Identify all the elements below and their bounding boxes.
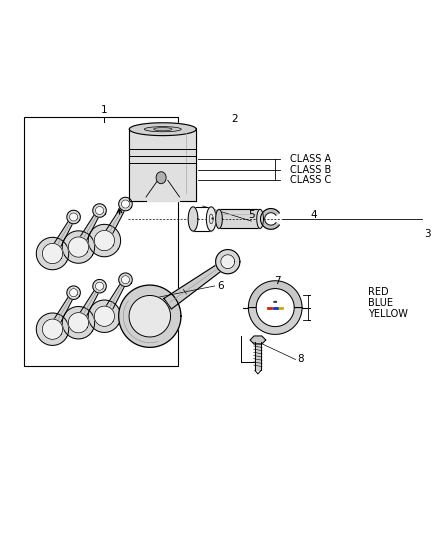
Text: 3: 3	[424, 230, 431, 239]
Polygon shape	[93, 204, 106, 217]
Polygon shape	[119, 197, 132, 211]
Text: CLASS B: CLASS B	[290, 165, 332, 175]
Text: 4: 4	[311, 210, 318, 220]
Polygon shape	[164, 263, 223, 309]
Polygon shape	[68, 312, 88, 333]
Text: 6: 6	[217, 281, 223, 291]
Polygon shape	[255, 342, 261, 370]
Text: 8: 8	[297, 354, 304, 365]
Polygon shape	[42, 244, 63, 264]
Polygon shape	[248, 308, 302, 334]
Ellipse shape	[273, 301, 277, 303]
Polygon shape	[54, 220, 74, 247]
Polygon shape	[248, 281, 302, 308]
Polygon shape	[221, 255, 235, 269]
Ellipse shape	[145, 127, 181, 132]
Polygon shape	[95, 282, 103, 290]
Text: 7: 7	[274, 276, 281, 286]
Polygon shape	[257, 209, 263, 229]
Polygon shape	[54, 295, 74, 322]
Polygon shape	[36, 313, 69, 345]
Polygon shape	[80, 213, 99, 240]
Ellipse shape	[156, 172, 166, 184]
Bar	[25, 117, 178, 366]
Polygon shape	[215, 209, 223, 229]
Polygon shape	[67, 286, 80, 300]
Polygon shape	[119, 273, 132, 286]
Text: CLASS C: CLASS C	[290, 175, 332, 185]
Polygon shape	[42, 319, 63, 340]
Text: CLASS A: CLASS A	[290, 154, 332, 164]
Polygon shape	[106, 282, 126, 310]
Polygon shape	[219, 209, 260, 229]
Polygon shape	[80, 288, 99, 316]
Bar	[129, 129, 196, 200]
Polygon shape	[93, 279, 106, 293]
Text: 1: 1	[101, 105, 108, 115]
Polygon shape	[62, 306, 95, 339]
Polygon shape	[121, 276, 130, 284]
Polygon shape	[188, 207, 198, 231]
Polygon shape	[36, 237, 69, 270]
Polygon shape	[215, 249, 240, 274]
Text: BLUE: BLUE	[368, 298, 393, 308]
Polygon shape	[62, 231, 95, 263]
Polygon shape	[129, 295, 170, 337]
Polygon shape	[94, 306, 114, 326]
Polygon shape	[261, 208, 279, 229]
Polygon shape	[129, 123, 196, 135]
Polygon shape	[106, 206, 126, 234]
Polygon shape	[250, 336, 266, 344]
Polygon shape	[121, 200, 130, 208]
Polygon shape	[119, 285, 181, 348]
Polygon shape	[206, 207, 216, 231]
Polygon shape	[95, 206, 103, 215]
Text: YELLOW: YELLOW	[368, 309, 408, 319]
Polygon shape	[70, 213, 78, 221]
Polygon shape	[70, 289, 78, 297]
Polygon shape	[68, 237, 88, 257]
Text: RED: RED	[368, 287, 389, 297]
Text: 5: 5	[248, 210, 255, 220]
Text: 2: 2	[231, 114, 237, 124]
Polygon shape	[88, 224, 120, 257]
Ellipse shape	[154, 127, 172, 131]
Polygon shape	[94, 230, 114, 251]
Polygon shape	[88, 300, 120, 333]
Polygon shape	[67, 210, 80, 224]
